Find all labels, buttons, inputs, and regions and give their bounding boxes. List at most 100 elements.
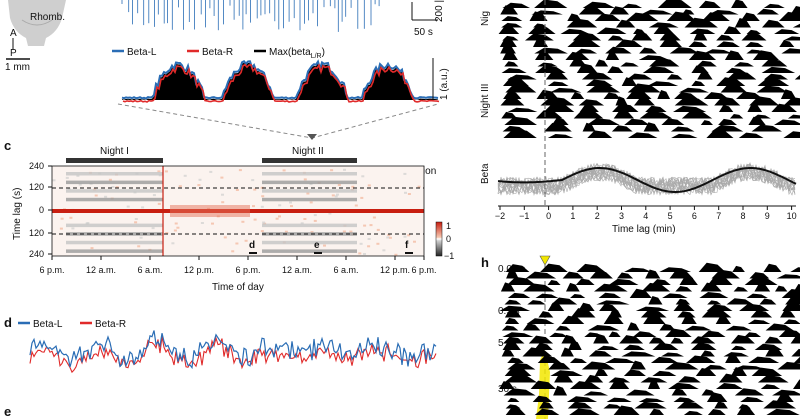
- heatmap-cell: [197, 184, 201, 187]
- heatmap-cell: [134, 218, 138, 220]
- d-legend-beta-r: Beta-R: [95, 319, 126, 330]
- heatmap-cell: [52, 179, 56, 182]
- heatmap-cell: [361, 175, 365, 178]
- xtick-label: 12 p.m.: [380, 265, 410, 275]
- zoom-connector: [117, 103, 439, 139]
- stimulus-raster-row: [498, 295, 800, 305]
- heatmap-cell: [328, 212, 332, 215]
- heatmap-cell: [139, 236, 143, 239]
- night-band: [262, 180, 357, 185]
- heatmap-cell: [382, 249, 386, 252]
- heatmap-cell: [330, 169, 334, 172]
- heatmap-cell: [349, 230, 353, 233]
- heatmap-cell: [60, 217, 64, 220]
- panel-g-xlabel: Time lag (min): [612, 224, 676, 235]
- stimulus-raster-row: [498, 308, 796, 318]
- night-band: [262, 189, 357, 193]
- panel-c-xticks: 6 p.m. 12 a.m. 6 a.m. 12 p.m. 6 p.m. 12 a.m. 6…: [39, 256, 437, 275]
- night-iii-label: Night III: [480, 84, 491, 118]
- heatmap-cell: [200, 222, 204, 224]
- marker-d: d: [249, 240, 255, 251]
- heatmap-cell: [407, 234, 411, 237]
- heatmap-cell: [289, 201, 292, 204]
- heatmap-cell: [171, 242, 175, 245]
- xtick-label: 6 p.m.: [235, 265, 260, 275]
- night-band: [66, 180, 163, 185]
- legend-beta-l: Beta-L: [127, 47, 157, 58]
- heatmap-cell: [278, 204, 282, 207]
- raster-row: [498, 128, 800, 138]
- heatmap-cell: [313, 214, 317, 217]
- stimulus-raster-row: [498, 282, 800, 292]
- heatmap-cell: [342, 230, 346, 233]
- heatmap-cell: [252, 205, 255, 208]
- region-label: Rhomb.: [30, 12, 65, 23]
- night-ii-bar: [262, 158, 357, 163]
- heatmap-cell: [337, 184, 341, 186]
- heatmap-cell: [223, 236, 227, 239]
- stimulus-raster-row: [498, 360, 800, 370]
- panel-g-xticks: −2 −1 0 1 2 3 4 5 6 7 8 9 10: [495, 206, 797, 221]
- heatmap-cell: [126, 205, 130, 208]
- g-xtick-label: −2: [495, 211, 505, 221]
- anatomy-scale-label: 1 mm: [5, 62, 30, 73]
- heatmap-cell: [343, 168, 346, 171]
- stimulus-raster-row: [498, 346, 800, 357]
- raster-row: [498, 31, 800, 41]
- stimulus-raster-row: [498, 400, 797, 409]
- heatmap-cell: [354, 204, 358, 207]
- beta-trace-panel-b: [121, 59, 440, 103]
- g-xtick-label: 10: [787, 211, 797, 221]
- heatmap-cell: [300, 222, 304, 225]
- night-band: [66, 197, 163, 202]
- heatmap-cell: [94, 194, 98, 197]
- heatmap-cell: [235, 189, 239, 191]
- heatmap-cell: [220, 176, 224, 179]
- heatmap-cell: [403, 172, 407, 175]
- night-band: [262, 197, 357, 202]
- heatmap-cell: [211, 222, 214, 225]
- g-xtick-label: 5: [668, 211, 673, 221]
- heatmap-frame: [51, 165, 425, 257]
- beta-average-plot: [497, 161, 797, 197]
- stimulus-raster-row: [498, 354, 800, 363]
- stimulus-raster-row: [498, 392, 796, 402]
- heatmap-cell: [303, 178, 307, 181]
- stimulus-marker: [539, 255, 551, 266]
- d-legend-beta-l: Beta-L: [33, 319, 63, 330]
- heatmap-cell: [359, 242, 363, 245]
- heatmap-cell: [323, 244, 326, 247]
- h-label-30s: 30 s: [498, 384, 517, 395]
- brain-contour: [21, 19, 53, 26]
- g-xtick-label: −1: [519, 211, 529, 221]
- d-beta-r-line: [29, 336, 437, 374]
- raster-row: [498, 96, 800, 106]
- stimulus-raster-row: [498, 367, 796, 376]
- xtick-label: 12 a.m.: [86, 265, 116, 275]
- heatmap-cell: [413, 240, 416, 243]
- legend-max: Max(betaL/R): [269, 47, 325, 60]
- heatmap-cell: [251, 179, 255, 182]
- panel-c-label: c: [4, 138, 11, 153]
- heatmap-cell: [134, 221, 138, 224]
- heatmap-cell: [253, 218, 257, 221]
- top-scale-label: 200 |: [434, 0, 445, 22]
- heatmap-cell: [372, 216, 376, 219]
- g-xtick-label: 2: [595, 211, 600, 221]
- g-xtick-label: 4: [643, 211, 648, 221]
- raster-row: [498, 17, 800, 28]
- heatmap-cell: [65, 176, 69, 179]
- g-xtick-label: 8: [740, 211, 745, 221]
- heatmap-cell: [137, 245, 141, 248]
- stimulus-raster-row: [498, 269, 800, 279]
- heatmap-cell: [404, 191, 407, 194]
- panel-e-label: e: [4, 404, 11, 419]
- heatmap-cell: [174, 222, 178, 225]
- heatmap-cell: [313, 219, 317, 222]
- panel-d-label: d: [4, 315, 12, 330]
- ytick-label: 240: [29, 161, 44, 171]
- heatmap-cell: [115, 186, 119, 189]
- stimulus-raster-row: [498, 328, 800, 337]
- heatmap-cell: [334, 195, 338, 198]
- raster-row: [498, 37, 796, 47]
